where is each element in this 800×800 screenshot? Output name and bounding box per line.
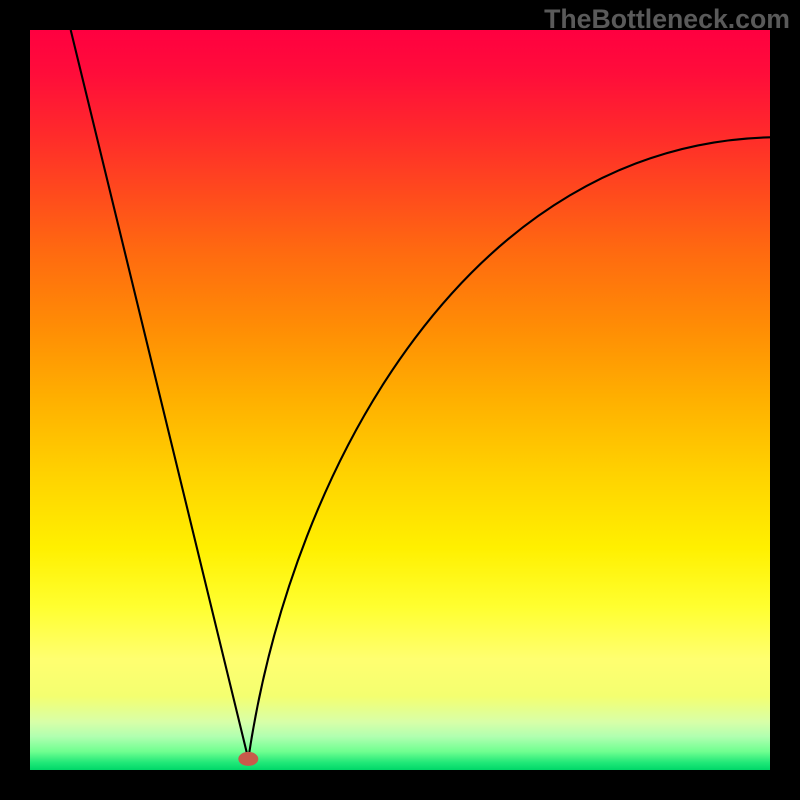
chart-plot-background bbox=[30, 30, 770, 770]
watermark-text: TheBottleneck.com bbox=[544, 4, 790, 35]
optimum-marker bbox=[238, 752, 258, 766]
bottleneck-chart bbox=[0, 0, 800, 800]
chart-container: TheBottleneck.com bbox=[0, 0, 800, 800]
